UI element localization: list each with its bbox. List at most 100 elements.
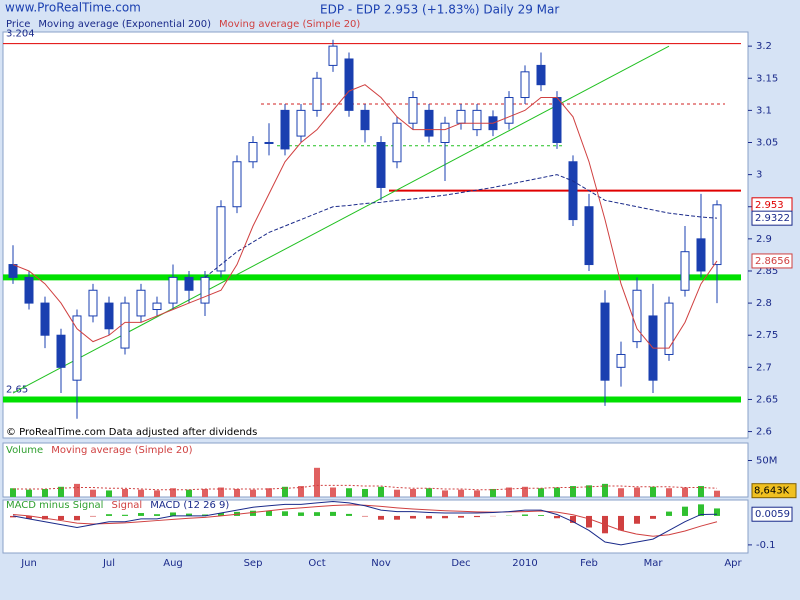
macd-hist-bar [410, 515, 416, 519]
candle-body [680, 251, 690, 291]
macd-hist-bar [250, 510, 256, 516]
legend-entry: Signal [111, 500, 142, 511]
volume-bar [442, 490, 448, 497]
candle-body [72, 315, 82, 381]
volume-bar [490, 488, 496, 497]
volume-bar [394, 489, 400, 497]
x-tick-label: Mar [644, 558, 664, 569]
volume-bar [282, 486, 288, 497]
y-tick-label: 2.65 [756, 394, 778, 405]
macd-hist-bar [650, 515, 656, 519]
candle-body [440, 122, 450, 143]
candle-body [472, 109, 482, 131]
y-tick-label: 3.2 [756, 41, 772, 52]
macd-hist-bar [698, 504, 704, 516]
macd-hist-bar [330, 511, 336, 516]
y-tick-label: 2.8 [756, 298, 772, 309]
candle-body [664, 302, 674, 355]
volume-bar [234, 488, 240, 497]
volume-bar [42, 488, 48, 497]
candle-body [120, 302, 130, 349]
candle-body [584, 206, 594, 266]
macd-hist-bar [154, 514, 160, 516]
volume-bar [122, 488, 128, 497]
candle-body [568, 161, 578, 221]
candle-body [376, 141, 386, 188]
macd-line [12, 500, 718, 546]
legend-entry: MACD minus Signal [6, 500, 103, 511]
x-tick-label: Jul [102, 558, 115, 569]
macd-hist-bar [362, 515, 368, 517]
macd-hist-bar [458, 515, 464, 518]
macd-line [12, 504, 718, 537]
candle-body [328, 45, 338, 66]
candle-body [248, 141, 258, 163]
volume-bar [74, 483, 80, 497]
candle-body [360, 109, 370, 131]
volume-bar [218, 487, 224, 497]
macd-hist-bar [218, 513, 224, 516]
macd-hist-bar [378, 515, 384, 520]
value-box-label: 0.0059 [755, 509, 790, 520]
legend-entry: Price [6, 19, 30, 30]
candle-body [216, 206, 226, 272]
candle-body [632, 289, 642, 343]
candle-body [40, 302, 50, 336]
candle-body [312, 77, 322, 111]
macd-hist-bar [554, 515, 560, 519]
value-box-label: 2.9322 [755, 213, 790, 224]
x-tick-label: 2010 [512, 558, 537, 569]
candle-body [232, 161, 242, 208]
y-tick-label: 2.6 [756, 427, 772, 438]
volume-bar [90, 489, 96, 497]
candle-body [88, 289, 98, 317]
candle-body [552, 97, 562, 143]
macd-hist-bar [426, 515, 432, 519]
volume-bar [266, 488, 272, 497]
y-tick-label: 2.75 [756, 330, 778, 341]
volume-bar [26, 489, 32, 497]
macd-hist-bar [10, 515, 16, 518]
x-tick-label: Sep [244, 558, 263, 569]
volume-bar [10, 488, 16, 497]
x-tick-label: Aug [163, 558, 183, 569]
volume-bar [314, 467, 320, 497]
site: www.ProRealTime.com [5, 1, 141, 15]
volume-bar [138, 489, 144, 497]
macd-hist-bar [474, 515, 480, 518]
volume-bar [58, 486, 64, 497]
volume-bar [346, 488, 352, 497]
volume-bar [698, 486, 704, 497]
x-tick-label: Oct [308, 558, 325, 569]
candle-body [536, 64, 546, 86]
volume-ma-line [13, 484, 718, 491]
macd-hist-bar [394, 515, 400, 520]
volume-bar [410, 488, 416, 497]
legend-entry: MACD (12 26 9) [150, 500, 229, 511]
volume-bar [682, 487, 688, 497]
price-panel [2, 31, 749, 439]
volume-bar [202, 488, 208, 497]
volume-bar [474, 490, 480, 497]
volume-bar [538, 488, 544, 497]
volume-bar [650, 486, 656, 497]
candle-body [616, 353, 626, 368]
candle-body [424, 109, 434, 137]
y-tick-label: 2.85 [756, 266, 778, 277]
y-tick-label: 3.15 [756, 73, 778, 84]
value-box [751, 483, 797, 499]
y-tick-label: 3.1 [756, 105, 772, 116]
candle-body [456, 109, 466, 124]
macd-hist-bar [90, 515, 96, 517]
volume-bar [378, 486, 384, 497]
x-tick-label: Dec [451, 558, 470, 569]
macd-hist-bar [298, 512, 304, 516]
candle-body [408, 97, 418, 124]
level-label: 2.65 [6, 384, 28, 395]
x-tick-label: Apr [724, 558, 742, 569]
volume-bar [634, 487, 640, 497]
candle-body [344, 58, 354, 111]
y-tick-label: 3 [756, 170, 762, 181]
candle-body [264, 141, 274, 144]
